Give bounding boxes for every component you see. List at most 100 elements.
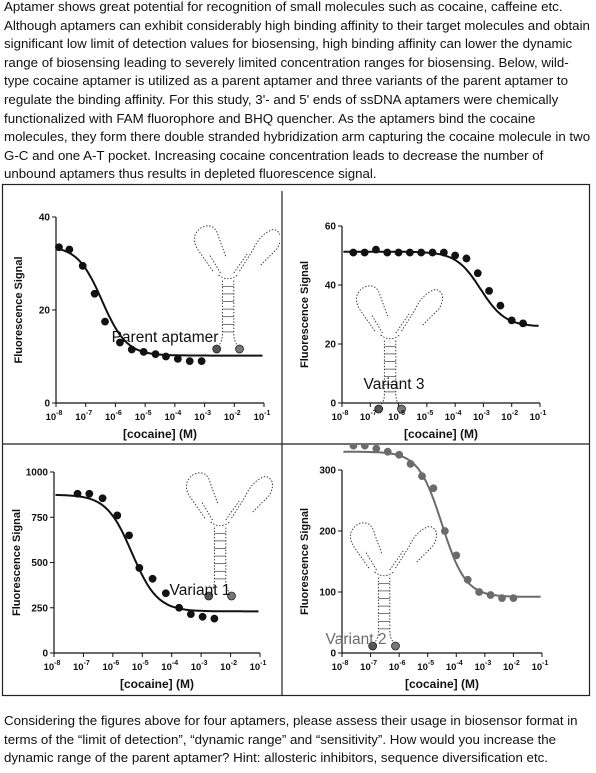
data-point	[349, 248, 358, 257]
data-point	[519, 319, 527, 328]
data-point	[473, 269, 482, 278]
aptamer-structure-icon	[355, 285, 444, 414]
x-tick-label: 10-7	[360, 660, 377, 673]
data-point	[372, 245, 380, 254]
data-point	[162, 352, 170, 361]
aptamer-left-arm	[349, 522, 383, 569]
intro-paragraph: Aptamer shows great potential for recogn…	[4, 0, 591, 182]
data-point	[429, 484, 438, 493]
x-tick-label: 10-3	[474, 660, 491, 673]
x-tick-label: 10-2	[503, 660, 520, 673]
data-point	[496, 301, 505, 310]
x-tick-label: 10-4	[446, 660, 463, 673]
aptamer-right-arm	[401, 288, 444, 332]
aptamer-left-arm-pair	[364, 550, 377, 571]
aptamer-right-arm-pair	[389, 550, 404, 571]
data-point	[85, 489, 94, 498]
x-tick-label: 10-5	[135, 410, 152, 423]
chart-title: Variant 1	[170, 582, 231, 599]
data-point	[417, 248, 426, 257]
data-point	[463, 575, 472, 584]
data-point	[78, 261, 87, 270]
aptamer-right-arm	[231, 475, 274, 519]
data-point	[498, 594, 506, 602]
aptamer-left-arm	[193, 225, 227, 272]
x-axis-label: [cocaine] (M)	[404, 427, 478, 441]
x-tick-label: 10-8	[46, 410, 63, 423]
aptamer-stem-left	[380, 340, 385, 406]
x-tick-label: 10-8	[332, 410, 349, 423]
data-point	[198, 612, 207, 621]
chart-title: Parent aptamer	[112, 329, 219, 346]
y-tick-label: 20	[39, 306, 51, 317]
x-tick-label: 10-3	[473, 410, 490, 423]
x-tick-label: 10-2	[501, 410, 518, 423]
data-point	[395, 450, 404, 459]
aptamer-structure-icon	[349, 522, 438, 651]
chart-variant-2: 0 100 200 300 10-8 10-7 10-6 10-5 10-4 10-3 10-2 10…	[284, 445, 588, 695]
chart-svg: 0 250 500 750 1000 10-8 10-7 10-6 10-5 10-4 10-3 10…	[11, 468, 274, 691]
y-tick-label: 1000	[26, 468, 49, 479]
aptamer-stem-right	[389, 577, 394, 643]
aptamer-stem-left	[218, 280, 223, 346]
y-axis-label: Fluorescence Signal	[11, 509, 23, 616]
data-point	[135, 564, 144, 572]
data-point	[440, 527, 449, 535]
y-tick-label: 0	[44, 399, 50, 410]
data-point	[185, 357, 194, 366]
chart-title: Variant 3	[364, 376, 425, 393]
y-tick-label: 40	[39, 213, 51, 224]
chart-variant-1: 0 250 500 750 1000 10-8 10-7 10-6 10-5 10-4 10-3 10…	[2, 445, 280, 695]
data-point	[90, 289, 99, 298]
data-point	[151, 350, 160, 359]
x-tick-label: 10-2	[220, 660, 237, 673]
data-point	[65, 245, 74, 254]
x-tick-label: 10-5	[132, 660, 149, 673]
aptamer-junction	[380, 334, 400, 340]
data-point	[372, 445, 381, 453]
figure-panel-grid	[0, 183, 592, 698]
aptamer-left-arm-pair	[200, 500, 213, 521]
aptamer-right-arm	[239, 228, 280, 272]
fluorophore-dot-icon	[374, 404, 384, 414]
aptamer-left-arm	[355, 285, 389, 332]
y-tick-label: 0	[42, 649, 48, 660]
x-tick-label: 10-8	[44, 660, 61, 673]
y-tick-label: 250	[31, 603, 48, 614]
aptamer-right-arm	[395, 525, 438, 569]
data-point	[509, 594, 518, 602]
data-point	[452, 551, 461, 560]
x-tick-label: 10-1	[532, 660, 549, 673]
data-point	[73, 489, 82, 498]
y-tick-label: 0	[330, 399, 336, 410]
aptamer-right-arm-pair	[395, 313, 410, 334]
x-tick-label: 10-4	[445, 410, 462, 423]
y-tick-label: 750	[31, 513, 48, 524]
chart-parent-aptamer: 0 20 40 10-8 10-7 10-6 10-5 10-4 10-3 10-2 10-1 [co…	[2, 184, 280, 442]
data-point	[186, 610, 195, 618]
quencher-dot-icon	[227, 591, 236, 601]
data-point	[360, 445, 369, 450]
aptamer-junction	[210, 521, 230, 527]
aptamer-stem-right	[395, 340, 400, 406]
x-tick-label: 10-6	[389, 660, 406, 673]
data-point	[405, 248, 414, 257]
data-point	[349, 445, 358, 450]
data-point	[125, 531, 133, 540]
fluorophore-dot-icon	[368, 641, 378, 651]
x-tick-label: 10-4	[164, 410, 181, 423]
fit-curve-line	[57, 247, 263, 357]
aptamer-structure-icon	[185, 472, 274, 601]
chart-svg: 0 100 200 300 10-8 10-7 10-6 10-5 10-4 10-3 10-2 10…	[299, 445, 549, 691]
x-tick-label: 10-3	[191, 660, 208, 673]
y-tick-label: 100	[319, 588, 336, 599]
y-tick-label: 60	[325, 222, 337, 233]
y-tick-label: 500	[31, 558, 48, 569]
aptamer-junction	[374, 571, 394, 577]
y-tick-label: 0	[330, 649, 336, 660]
quencher-dot-icon	[391, 641, 400, 651]
data-point	[101, 317, 109, 326]
data-point	[485, 287, 493, 295]
question-paragraph: Considering the figures above for four a…	[4, 713, 578, 766]
data-point	[486, 591, 495, 599]
